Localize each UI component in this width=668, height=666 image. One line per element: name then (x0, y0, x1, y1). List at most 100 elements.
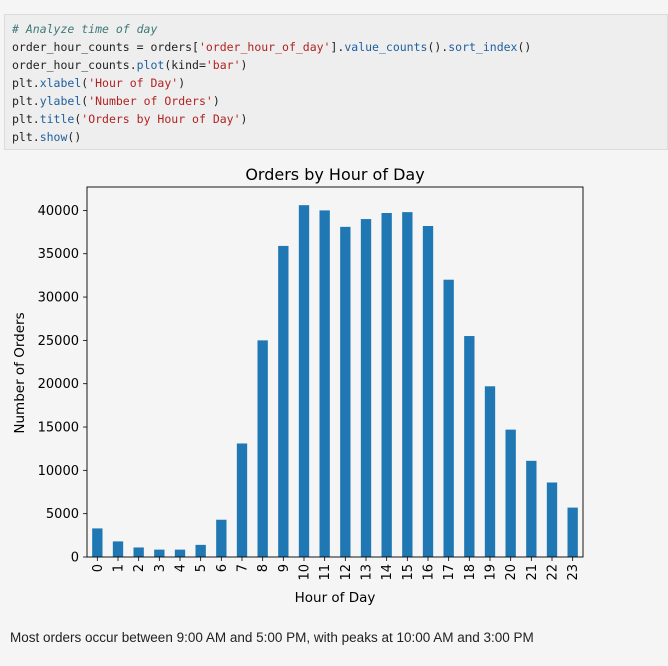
plot-frame (86, 186, 584, 558)
bar (298, 205, 310, 557)
code-token: ( (81, 94, 89, 108)
x-tick-label: 1 (112, 564, 127, 572)
y-tick-label: 20000 (38, 377, 79, 392)
x-tick-label: 2 (132, 564, 147, 572)
code-token: 'order_hour_of_day' (198, 40, 331, 54)
y-tick-label: 35000 (38, 247, 79, 262)
x-tick-label: 9 (277, 564, 292, 572)
y-tick-label: 0 (71, 551, 79, 566)
y-tick-label: 5000 (46, 507, 79, 522)
code-token: plt. (12, 112, 40, 126)
x-tick-label: 19 (484, 564, 499, 581)
bar (133, 547, 144, 557)
x-tick-label: 3 (153, 564, 168, 572)
bar (257, 340, 268, 557)
code-token: sort_index (448, 40, 518, 54)
code-line: plt.xlabel('Hour of Day') (12, 74, 185, 92)
code-token: order_hour_counts = orders[ (12, 40, 199, 54)
code-token: (kind= (164, 58, 206, 72)
bar (112, 541, 124, 557)
code-line: plt.ylabel('Number of Orders') (12, 92, 220, 110)
x-tick-label: 22 (546, 564, 561, 581)
code-token: ylabel (39, 94, 82, 108)
code-token: title (39, 112, 75, 126)
code-token: ) (178, 76, 186, 90)
code-token: ]. (330, 40, 345, 54)
x-tick-label: 18 (463, 564, 478, 581)
x-tick-label: 7 (236, 564, 251, 572)
code-token: ) (212, 94, 220, 108)
y-tick-label: 15000 (38, 421, 79, 436)
y-tick-label: 30000 (38, 291, 79, 306)
code-line: plt.show() (12, 128, 81, 146)
code-token: 'Orders by Hour of Day' (81, 112, 241, 126)
code-cell[interactable]: # Analyze time of day order_hour_counts =… (4, 14, 668, 150)
code-token: ( (81, 76, 89, 90)
bar (319, 210, 330, 557)
x-tick-label: 15 (401, 564, 416, 581)
code-token: 'Number of Orders' (88, 94, 213, 108)
bar-chart: Orders by Hour of Day 0 1 2 3 4 5 6 7 8 9 10 11 12 13… (12, 165, 584, 606)
bar (505, 429, 516, 557)
x-tick-label: 20 (504, 564, 519, 581)
code-token: plot (136, 58, 165, 72)
code-token: ) (240, 112, 248, 126)
x-tick-label: 13 (360, 564, 375, 581)
y-tick-label: 10000 (38, 464, 79, 479)
code-token: ) (240, 58, 248, 72)
bar (381, 212, 392, 558)
code-token: # Analyze time of day (12, 22, 158, 36)
x-tick-label: 6 (215, 564, 230, 572)
code-token: ( (74, 112, 82, 126)
code-line: plt.title('Orders by Hour of Day') (12, 110, 247, 128)
x-tick-label: 23 (566, 564, 581, 581)
bar (526, 460, 537, 557)
x-tick-label: 4 (174, 564, 189, 572)
bar (546, 482, 558, 557)
bar (443, 279, 454, 557)
chart-title: Orders by Hour of Day (245, 165, 424, 184)
x-axis-label: Hour of Day (295, 590, 376, 606)
code-token: 'Hour of Day' (88, 76, 179, 90)
bar (567, 507, 578, 557)
bar (174, 549, 186, 557)
bar (360, 219, 372, 557)
bar (422, 225, 434, 557)
code-token: (). (427, 40, 449, 54)
x-tick-label: 17 (442, 564, 457, 581)
y-tick-label: 40000 (38, 204, 79, 219)
bar (195, 544, 206, 557)
code-token: xlabel (39, 76, 82, 90)
code-token: plt. (12, 94, 40, 108)
x-tick-label: 10 (298, 564, 313, 581)
y-tick-label: 25000 (38, 334, 79, 349)
x-tick-label: 8 (256, 564, 271, 572)
bar (216, 519, 227, 557)
code-token: 'bar' (205, 58, 241, 72)
bar (236, 443, 248, 557)
code-token: value_counts (344, 40, 428, 54)
bar (278, 245, 289, 557)
code-token: plt. (12, 76, 40, 90)
x-tick-label: 11 (318, 564, 333, 581)
analysis-note: Most orders occur between 9:00 AM and 5:… (10, 630, 534, 645)
code-token: () (67, 130, 82, 144)
x-tick-label: 14 (380, 564, 395, 581)
code-token: () (517, 40, 532, 54)
bar (484, 386, 496, 557)
x-tick-label: 16 (422, 564, 437, 581)
code-line: order_hour_counts.plot(kind='bar') (12, 56, 247, 74)
x-tick-label: 21 (525, 564, 540, 581)
code-line: # Analyze time of day (12, 20, 157, 38)
bar (154, 549, 165, 557)
x-tick-label: 5 (194, 564, 209, 572)
x-tick-label: 12 (339, 564, 354, 581)
x-tick-label: 0 (91, 564, 106, 572)
bar (464, 336, 475, 557)
bar (92, 528, 103, 557)
y-axis-label: Number of Orders (12, 312, 28, 433)
code-token: plt. (12, 130, 40, 144)
bar (402, 212, 413, 557)
code-token: show (39, 130, 68, 144)
code-line: order_hour_counts = orders['order_hour_o… (12, 38, 531, 56)
